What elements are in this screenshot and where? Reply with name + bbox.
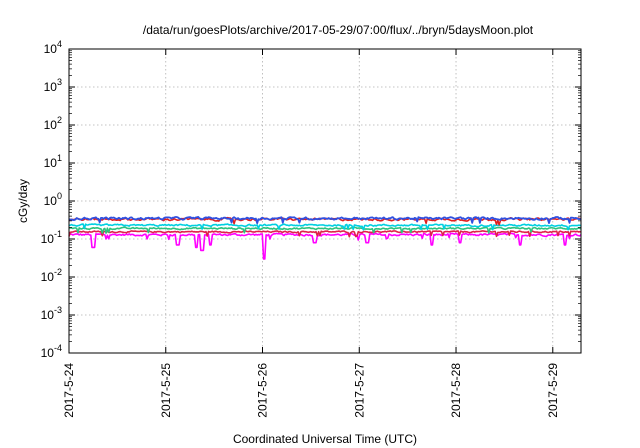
series-line (68, 232, 582, 260)
series-line (68, 230, 582, 238)
y-tick-base: 10 (44, 80, 58, 94)
y-tick-base: 10 (41, 270, 55, 284)
y-tick-label: 102 (44, 115, 62, 132)
x-tick-label: 2017-5-27 (352, 363, 366, 418)
x-tick-label: 2017-5-26 (256, 363, 270, 418)
x-axis-label: Coordinated Universal Time (UTC) (233, 432, 417, 446)
y-tick-exponent: 4 (57, 39, 62, 49)
x-tick-label: 2017-5-29 (546, 363, 560, 418)
y-tick-base: 10 (44, 156, 58, 170)
y-tick-base: 10 (44, 42, 58, 56)
y-tick-exponent: 3 (57, 77, 62, 87)
y-axis-label: cGy/day (16, 179, 30, 223)
y-tick-exponent: -3 (54, 305, 62, 315)
x-tick-label: 2017-5-24 (62, 363, 76, 418)
y-tick-base: 10 (41, 232, 55, 246)
x-tick-label: 2017-5-28 (449, 363, 463, 418)
y-tick-label: 101 (44, 153, 62, 170)
y-tick-base: 10 (44, 118, 58, 132)
y-tick-exponent: 0 (57, 191, 62, 201)
y-tick-label: 10-3 (41, 305, 62, 322)
grid (68, 49, 581, 353)
chart-title: /data/run/goesPlots/archive/2017-05-29/0… (143, 23, 534, 37)
y-tick-exponent: -2 (54, 267, 62, 277)
series-line (68, 223, 582, 231)
y-tick-exponent: 2 (57, 115, 62, 125)
axis-ticks: 10-410-310-210-11001011021031042017-5-24… (41, 39, 581, 418)
y-tick-base: 10 (41, 308, 55, 322)
series-line (69, 226, 582, 234)
y-tick-base: 10 (44, 194, 58, 208)
y-tick-base: 10 (41, 346, 55, 360)
y-tick-exponent: 1 (57, 153, 62, 163)
y-tick-exponent: -4 (54, 343, 62, 353)
y-tick-exponent: -1 (54, 229, 62, 239)
x-tick-label: 2017-5-25 (159, 363, 173, 418)
y-tick-label: 10-4 (41, 343, 62, 360)
y-tick-label: 10-2 (41, 267, 62, 284)
y-tick-label: 100 (44, 191, 62, 208)
series-group (68, 215, 582, 260)
series-line (68, 215, 582, 225)
y-tick-label: 104 (44, 39, 62, 56)
y-tick-label: 10-1 (41, 229, 62, 246)
y-tick-label: 103 (44, 77, 62, 94)
